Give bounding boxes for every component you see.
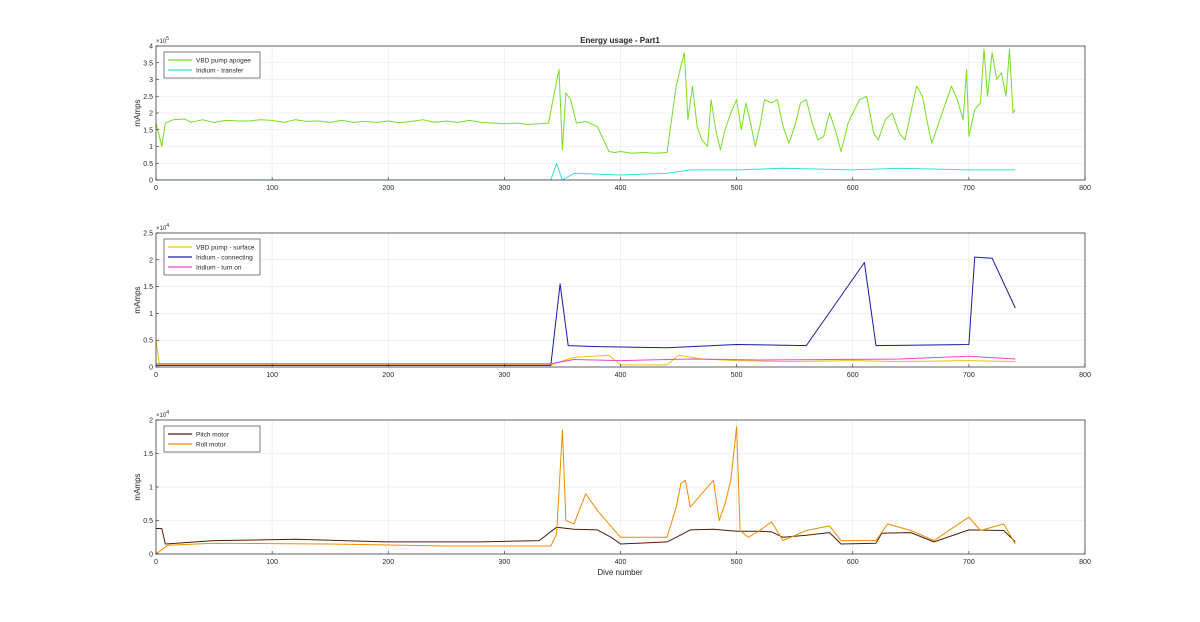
y-exponent-label: ×104 xyxy=(156,223,169,232)
series-group xyxy=(156,48,1016,180)
x-tick-label: 500 xyxy=(731,372,743,379)
legend-entry: Roll motor xyxy=(196,441,226,448)
panel-motors: 0 100 200 300 400 500 600 700 800 0 0.5 1 1.5 2×104 mA… xyxy=(133,410,1091,566)
series-line-1 xyxy=(156,426,1016,554)
panel-surface: 0 100 200 300 400 500 600 700 800 0 0.5 1 1.5 2 2.5×10… xyxy=(133,223,1091,379)
x-tick-label: 700 xyxy=(963,559,975,566)
y-tick-label: 2 xyxy=(149,111,153,118)
y-tick-label: 1 xyxy=(149,485,153,492)
legend: VBD pump apogee Iridium - transfer xyxy=(163,51,261,79)
series-line-0 xyxy=(156,526,1016,545)
y-tick-label: 1.5 xyxy=(143,127,153,134)
y-tick-label: 1.5 xyxy=(143,451,153,458)
x-tick-label: 300 xyxy=(499,372,511,379)
legend-entry: Iridium - turn on xyxy=(196,264,242,271)
series-line-1 xyxy=(156,256,1016,366)
series-line-2 xyxy=(156,355,1016,365)
series-line-1 xyxy=(156,162,1016,180)
legend-entry: Pitch motor xyxy=(196,431,230,438)
x-tick-label: 100 xyxy=(266,185,278,192)
x-tick-label: 200 xyxy=(382,559,394,566)
y-tick-label: 2.5 xyxy=(143,94,153,101)
y-tick-label: 3.5 xyxy=(143,60,153,67)
y-axis-label: mAmps xyxy=(133,286,142,313)
x-tick-label: 0 xyxy=(154,185,158,192)
legend-box xyxy=(163,51,261,79)
x-tick-label: 200 xyxy=(382,372,394,379)
x-tick-label: 800 xyxy=(1079,185,1091,192)
legend: VBD pump - surface Iridium - connecting Ir… xyxy=(163,238,261,276)
x-tick-label: 600 xyxy=(847,185,859,192)
panel-apogee: 0 100 200 300 400 500 600 700 800 0 0.5 1 1.5 2 2.5 3 3.… xyxy=(133,36,1091,192)
y-axis-label: mAmps xyxy=(133,99,142,126)
x-tick-label: 800 xyxy=(1079,559,1091,566)
x-tick-label: 400 xyxy=(615,372,627,379)
x-tick-label: 500 xyxy=(731,559,743,566)
figure-title: Energy usage - Part1 xyxy=(580,36,660,45)
x-tick-label: 800 xyxy=(1079,372,1091,379)
y-tick-label: 0 xyxy=(149,178,153,185)
legend-entry: VBD pump apogee xyxy=(196,57,251,64)
y-tick-label: 2 xyxy=(149,257,153,264)
y-tick-label: 0 xyxy=(149,365,153,372)
x-tick-label: 300 xyxy=(499,185,511,192)
x-tick-label: 700 xyxy=(963,185,975,192)
series-group xyxy=(156,256,1016,366)
y-exponent-label: ×104 xyxy=(156,410,169,419)
x-tick-label: 500 xyxy=(731,185,743,192)
legend-entry: Iridium - connecting xyxy=(196,254,253,261)
legend: Pitch motor Roll motor xyxy=(163,425,261,453)
x-tick-label: 300 xyxy=(499,559,511,566)
x-tick-label: 100 xyxy=(266,559,278,566)
y-tick-label: 0.5 xyxy=(143,338,153,345)
x-tick-label: 100 xyxy=(266,372,278,379)
legend-entry: VBD pump - surface xyxy=(196,244,255,251)
x-tick-label: 200 xyxy=(382,185,394,192)
x-tick-label: 400 xyxy=(615,185,627,192)
x-tick-label: 600 xyxy=(847,559,859,566)
series-line-0 xyxy=(156,48,1016,154)
x-tick-label: 0 xyxy=(154,372,158,379)
x-tick-label: 600 xyxy=(847,372,859,379)
y-tick-label: 1.5 xyxy=(143,284,153,291)
y-tick-label: 2.5 xyxy=(143,231,153,238)
y-tick-label: 2 xyxy=(149,418,153,425)
series-group xyxy=(156,426,1016,554)
y-tick-label: 3 xyxy=(149,77,153,84)
x-tick-label: 700 xyxy=(963,372,975,379)
y-tick-label: 1 xyxy=(149,144,153,151)
y-tick-label: 4 xyxy=(149,44,153,51)
legend-box xyxy=(163,425,261,453)
y-tick-label: 0 xyxy=(149,552,153,559)
x-axis-label: Dive number xyxy=(597,568,643,577)
x-tick-label: 0 xyxy=(154,559,158,566)
y-tick-label: 0.5 xyxy=(143,518,153,525)
y-tick-label: 0.5 xyxy=(143,161,153,168)
x-tick-label: 400 xyxy=(615,559,627,566)
y-exponent-label: ×105 xyxy=(156,36,169,45)
y-tick-label: 1 xyxy=(149,311,153,318)
legend-entry: Iridium - transfer xyxy=(196,67,244,74)
y-axis-label: mAmps xyxy=(133,473,142,500)
